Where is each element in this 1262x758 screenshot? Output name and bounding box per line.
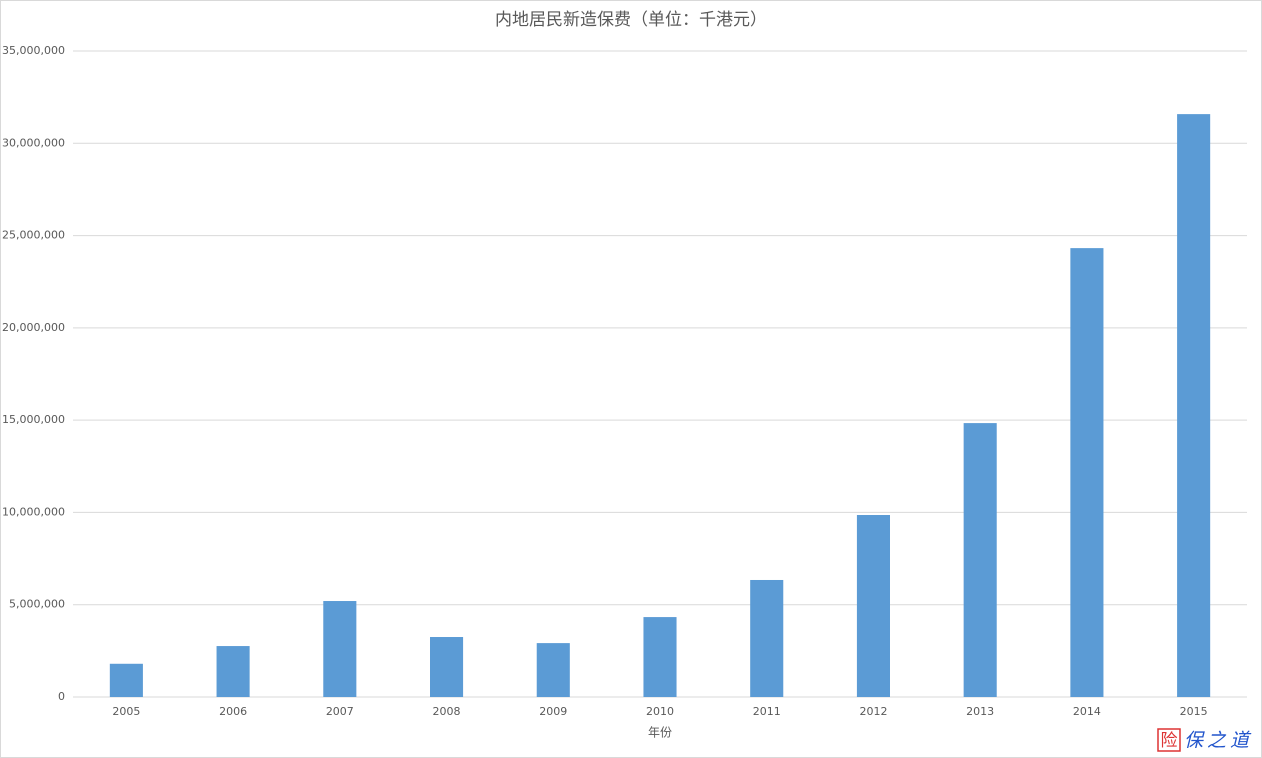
- bar: [1070, 248, 1104, 697]
- bar: [323, 601, 357, 697]
- watermark-box-text: 险: [1161, 731, 1178, 751]
- x-tick-label: 2011: [753, 705, 781, 718]
- x-tick-label: 2006: [219, 705, 247, 718]
- y-tick-label: 10,000,000: [2, 505, 65, 518]
- x-tick-label: 2007: [326, 705, 354, 718]
- x-tick-label: 2012: [859, 705, 887, 718]
- bar: [963, 423, 997, 697]
- watermark: 保之道: [1184, 730, 1253, 752]
- y-tick-label: 25,000,000: [2, 229, 65, 242]
- bar: [216, 646, 250, 697]
- bar: [109, 663, 143, 697]
- x-tick-label: 2015: [1180, 705, 1208, 718]
- bar: [1177, 114, 1211, 698]
- x-tick-label: 2005: [112, 705, 140, 718]
- y-tick-label: 20,000,000: [2, 321, 65, 334]
- y-tick-label: 0: [58, 690, 65, 703]
- x-tick-label: 2014: [1073, 705, 1101, 718]
- x-axis-label: 年份: [648, 726, 672, 740]
- y-tick-label: 5,000,000: [9, 598, 65, 611]
- x-tick-label: 2008: [433, 705, 461, 718]
- chart-title: 内地居民新造保费（单位：千港元）: [495, 10, 767, 30]
- bar: [430, 637, 464, 697]
- bar: [643, 617, 677, 697]
- y-tick-label: 35,000,000: [2, 44, 65, 57]
- x-tick-label: 2009: [539, 705, 567, 718]
- bar: [536, 643, 570, 697]
- bar: [750, 579, 784, 697]
- y-tick-label: 30,000,000: [2, 136, 65, 149]
- x-tick-label: 2013: [966, 705, 994, 718]
- x-tick-label: 2010: [646, 705, 674, 718]
- y-tick-label: 15,000,000: [2, 413, 65, 426]
- bar: [856, 515, 890, 697]
- watermark-box: [1157, 728, 1181, 752]
